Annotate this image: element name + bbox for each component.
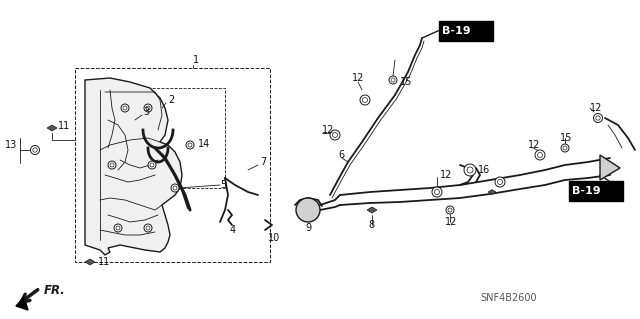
Text: 14: 14 bbox=[198, 139, 211, 149]
Circle shape bbox=[389, 76, 397, 84]
Text: 6: 6 bbox=[338, 150, 344, 160]
Polygon shape bbox=[85, 78, 182, 255]
Text: 13: 13 bbox=[5, 140, 17, 150]
Text: 12: 12 bbox=[440, 170, 452, 180]
Circle shape bbox=[33, 148, 37, 152]
Text: 1: 1 bbox=[193, 55, 199, 65]
Circle shape bbox=[186, 141, 194, 149]
Text: 9: 9 bbox=[305, 223, 311, 233]
Text: 8: 8 bbox=[368, 220, 374, 230]
Text: 12: 12 bbox=[322, 125, 334, 135]
Text: 12: 12 bbox=[590, 103, 602, 113]
Text: 3: 3 bbox=[143, 107, 149, 117]
Polygon shape bbox=[600, 155, 620, 180]
Polygon shape bbox=[367, 207, 377, 213]
Text: 2: 2 bbox=[168, 95, 174, 105]
FancyBboxPatch shape bbox=[569, 181, 623, 201]
Text: 4: 4 bbox=[230, 225, 236, 235]
Circle shape bbox=[333, 132, 337, 137]
Circle shape bbox=[391, 78, 395, 82]
Circle shape bbox=[144, 224, 152, 232]
Circle shape bbox=[146, 106, 150, 110]
Circle shape bbox=[123, 106, 127, 110]
Text: B-19: B-19 bbox=[442, 26, 470, 36]
Circle shape bbox=[116, 226, 120, 230]
Circle shape bbox=[148, 161, 156, 169]
Circle shape bbox=[432, 187, 442, 197]
Text: 5: 5 bbox=[220, 180, 227, 190]
Circle shape bbox=[538, 152, 543, 158]
Circle shape bbox=[593, 114, 602, 122]
Circle shape bbox=[173, 186, 177, 190]
Text: SNF4B2600: SNF4B2600 bbox=[480, 293, 536, 303]
Circle shape bbox=[435, 189, 440, 195]
Text: 11: 11 bbox=[58, 121, 70, 131]
Circle shape bbox=[146, 226, 150, 230]
Text: 15: 15 bbox=[400, 77, 412, 87]
Circle shape bbox=[360, 95, 370, 105]
Circle shape bbox=[467, 167, 473, 173]
Polygon shape bbox=[488, 189, 496, 194]
Text: 12: 12 bbox=[528, 140, 540, 150]
Circle shape bbox=[561, 144, 569, 152]
Text: 11: 11 bbox=[98, 257, 110, 267]
Bar bbox=[130, 88, 225, 188]
Circle shape bbox=[362, 98, 367, 102]
Circle shape bbox=[330, 130, 340, 140]
Text: 12: 12 bbox=[445, 217, 458, 227]
Text: 12: 12 bbox=[352, 73, 364, 83]
Text: 7: 7 bbox=[260, 157, 266, 167]
Circle shape bbox=[448, 208, 452, 212]
Text: 10: 10 bbox=[268, 233, 280, 243]
Circle shape bbox=[188, 143, 192, 147]
FancyBboxPatch shape bbox=[439, 21, 493, 41]
Circle shape bbox=[110, 163, 114, 167]
Circle shape bbox=[296, 198, 320, 222]
Text: 15: 15 bbox=[560, 133, 572, 143]
Circle shape bbox=[144, 104, 152, 112]
Circle shape bbox=[121, 104, 129, 112]
Circle shape bbox=[150, 163, 154, 167]
Circle shape bbox=[497, 180, 502, 184]
Circle shape bbox=[563, 146, 567, 150]
Polygon shape bbox=[16, 297, 28, 310]
Circle shape bbox=[108, 161, 116, 169]
Text: FR.: FR. bbox=[44, 284, 66, 296]
Circle shape bbox=[464, 164, 476, 176]
Circle shape bbox=[114, 224, 122, 232]
Polygon shape bbox=[47, 125, 57, 131]
Text: B-19: B-19 bbox=[572, 186, 600, 196]
Circle shape bbox=[171, 184, 179, 192]
Circle shape bbox=[596, 116, 600, 120]
Circle shape bbox=[535, 150, 545, 160]
Circle shape bbox=[31, 145, 40, 154]
Circle shape bbox=[495, 177, 505, 187]
Text: 16: 16 bbox=[478, 165, 490, 175]
Polygon shape bbox=[85, 259, 95, 265]
Bar bbox=[75, 68, 270, 262]
Circle shape bbox=[446, 206, 454, 214]
